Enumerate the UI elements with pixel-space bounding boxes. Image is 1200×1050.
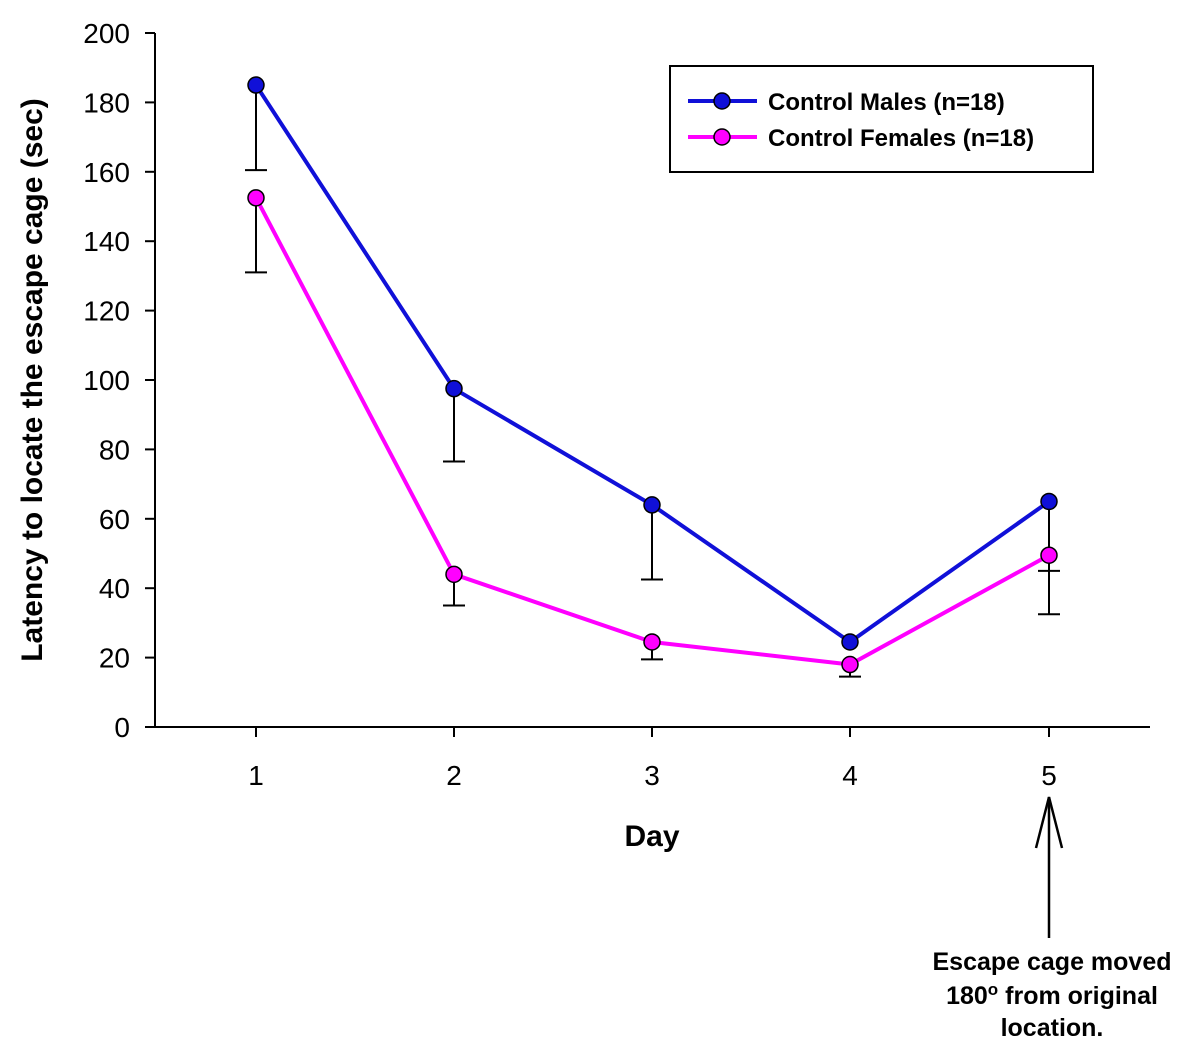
data-point-females	[445, 565, 463, 584]
data-point-males	[445, 379, 463, 398]
annotation-angle-value: 180	[946, 982, 988, 1010]
data-point-females	[1040, 546, 1058, 564]
x-tick-label: 5	[1041, 760, 1057, 791]
legend-marker-females	[713, 128, 731, 146]
y-axis-title: Latency to locate the escape cage (sec)	[16, 98, 49, 662]
y-tick-label: 20	[99, 643, 130, 674]
annotation-arrow-head	[1034, 796, 1064, 849]
y-tick-label: 80	[99, 434, 130, 465]
y-tick-label: 100	[83, 365, 130, 396]
y-tick-label: 60	[99, 504, 130, 535]
x-axis-title: Day	[624, 820, 679, 853]
y-tick-label: 140	[83, 226, 130, 257]
series-points	[247, 76, 1058, 674]
y-tick-label: 0	[114, 712, 130, 743]
x-axis-ticks: 1 2 3 4 5	[248, 727, 1057, 791]
annotation: Escape cage moved 180o from original loc…	[932, 796, 1172, 1042]
annotation-line-2-rest: from original	[998, 982, 1158, 1010]
y-tick-label: 40	[99, 573, 130, 604]
annotation-degree-symbol: o	[988, 980, 998, 999]
y-tick-label: 200	[83, 18, 130, 49]
x-tick-label: 2	[446, 760, 462, 791]
annotation-line-3: location.	[1001, 1014, 1104, 1042]
data-point-females	[841, 655, 859, 674]
x-tick-label: 3	[644, 760, 660, 791]
data-point-males	[1040, 492, 1058, 511]
y-axis-ticks: 0 20 40 60 80 100 120 140 160 180 200	[83, 18, 155, 743]
y-tick-label: 120	[83, 296, 130, 327]
legend-box	[669, 65, 1094, 173]
data-point-males	[841, 633, 859, 651]
data-point-males	[643, 496, 661, 514]
y-tick-label: 180	[83, 87, 130, 118]
data-point-females	[643, 633, 661, 651]
y-tick-label: 160	[83, 157, 130, 188]
annotation-line-2: 180o from original	[946, 980, 1158, 1011]
error-bars	[245, 85, 1060, 678]
x-tick-label: 1	[248, 760, 264, 791]
legend-marker-males	[713, 92, 731, 110]
legend: Control Males (n=18) Control Females (n=…	[669, 65, 1094, 173]
data-point-males	[247, 76, 265, 94]
legend-label-females: Control Females (n=18)	[768, 125, 1034, 152]
legend-label-males: Control Males (n=18)	[768, 89, 1005, 116]
data-point-females	[247, 189, 265, 207]
x-tick-label: 4	[842, 760, 858, 791]
annotation-line-1: Escape cage moved	[932, 948, 1171, 976]
